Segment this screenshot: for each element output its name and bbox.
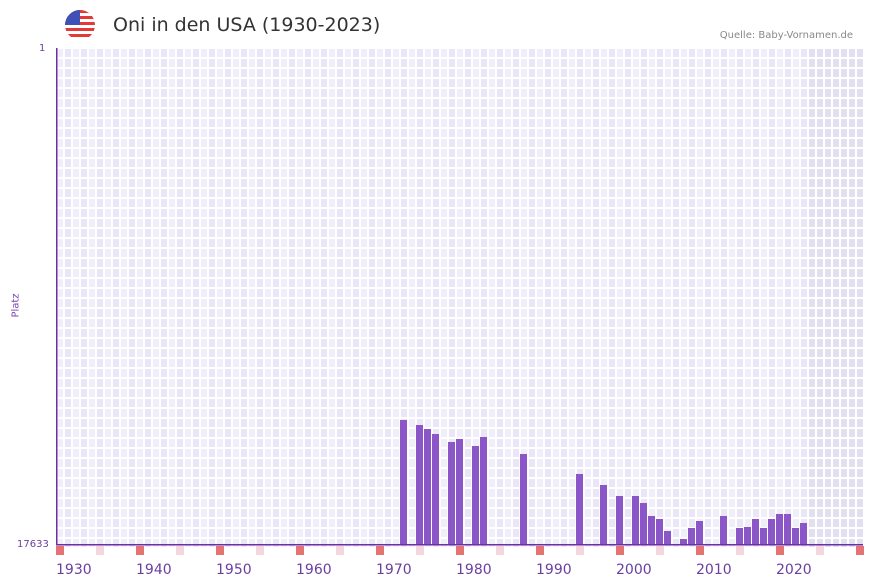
y-tick-top: 1 [39,43,46,54]
decade-marker [616,546,624,555]
bar-2001 [640,503,647,545]
x-tick-1970: 1970 [376,562,412,578]
decade-marker [536,546,544,555]
bar-1974 [424,429,431,545]
half-decade-marker [496,546,504,555]
x-tick-1960: 1960 [296,562,332,578]
bar-2000 [632,496,639,545]
bar-2015 [752,519,759,545]
half-decade-marker [656,546,664,555]
half-decade-marker [416,546,424,555]
x-tick-1980: 1980 [456,562,492,578]
bar-1986 [520,454,527,545]
decade-marker [856,546,864,555]
x-tick-2000: 2000 [616,562,652,578]
decade-marker [136,546,144,555]
bar-2006 [680,539,687,545]
decade-marker [216,546,224,555]
half-decade-marker [96,546,104,555]
x-tick-2020: 2020 [776,562,812,578]
bar-1975 [432,434,439,545]
bar-2007 [688,528,695,545]
bar-2020 [792,528,799,545]
y-tick-bottom: 17633 [17,539,49,550]
x-tick-2010: 2010 [696,562,732,578]
chart-title: Oni in den USA (1930-2023) [113,14,381,36]
bar-1993 [576,474,583,545]
x-tick-1990: 1990 [536,562,572,578]
bar-1971 [400,420,407,545]
source-label: Quelle: Baby-Vornamen.de [719,30,853,41]
bar-2002 [648,516,655,545]
decade-marker [776,546,784,555]
bar-1980 [472,446,479,545]
bar-1973 [416,425,423,545]
bar-1996 [600,485,607,545]
us-flag-icon [65,10,95,40]
decade-marker [696,546,704,555]
bar-2017 [768,519,775,545]
bar-2016 [760,528,767,545]
half-decade-marker [176,546,184,555]
decade-marker [376,546,384,555]
x-axis-line [56,544,863,546]
half-decade-marker [336,546,344,555]
bar-2014 [744,527,751,545]
decade-marker [296,546,304,555]
half-decade-marker [736,546,744,555]
bar-1978 [456,439,463,545]
decade-marker [56,546,64,555]
half-decade-marker [816,546,824,555]
bar-2004 [664,531,671,545]
x-tick-1940: 1940 [136,562,172,578]
bar-2003 [656,519,663,545]
bar-1998 [616,496,623,545]
bar-1981 [480,437,487,545]
bar-2011 [720,516,727,545]
bar-2018 [776,514,783,545]
y-axis-line [56,48,58,545]
half-decade-marker [576,546,584,555]
x-tick-1930: 1930 [56,562,92,578]
decade-marker [456,546,464,555]
half-decade-marker [256,546,264,555]
bar-1977 [448,442,455,545]
bar-2021 [800,523,807,545]
x-tick-1950: 1950 [216,562,252,578]
bar-2019 [784,514,791,545]
bar-2013 [736,528,743,545]
bar-2008 [696,521,703,545]
